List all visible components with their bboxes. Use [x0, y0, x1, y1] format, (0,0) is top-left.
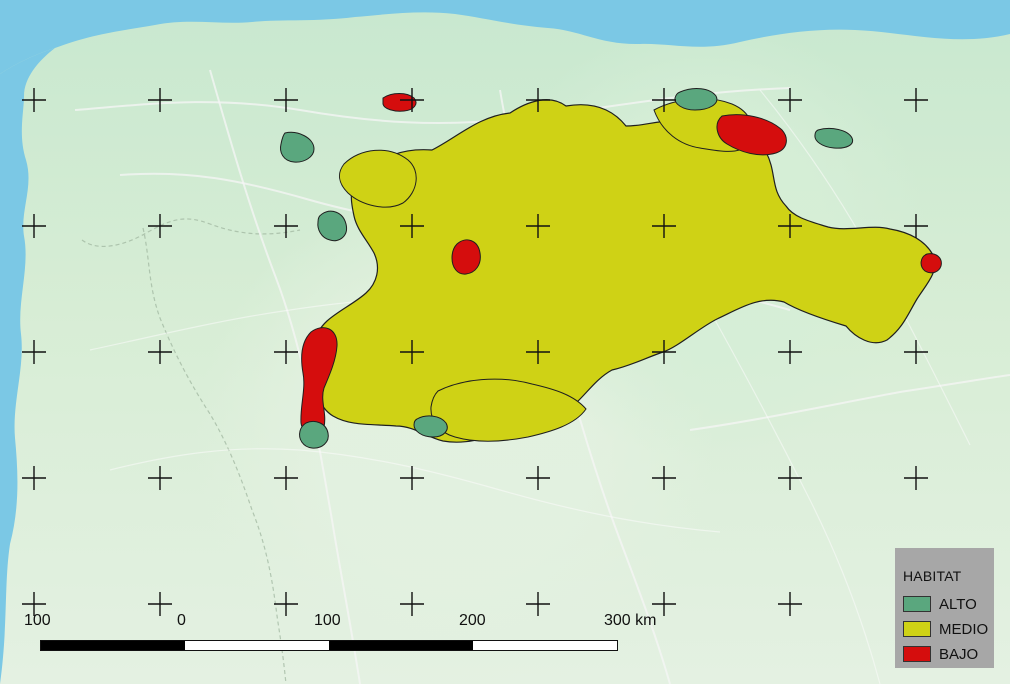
crosshair-icon — [22, 466, 46, 490]
crosshair-icon — [22, 592, 46, 616]
scale-label-300: 300 km — [604, 612, 657, 629]
scale-label-left: 100 — [24, 612, 51, 629]
habitat-bajo-northeast — [716, 114, 787, 156]
scale-segment-left — [41, 641, 185, 650]
crosshair-icon — [652, 466, 676, 490]
crosshair-icon — [904, 88, 928, 112]
crosshair-icon — [400, 592, 424, 616]
crosshair-icon — [148, 214, 172, 238]
habitat-alto-south — [413, 415, 448, 438]
habitat-bajo-central — [451, 239, 481, 275]
crosshair-icon — [526, 340, 550, 364]
crosshair-icon — [400, 214, 424, 238]
habitat-medio-northwest — [339, 149, 417, 208]
legend-item-bajo: BAJO — [903, 642, 994, 666]
habitat-alto-northwest — [280, 131, 315, 163]
crosshair-icon — [148, 340, 172, 364]
sea-west — [0, 48, 55, 684]
crosshair-icon — [148, 592, 172, 616]
habitat-alto-west — [317, 210, 348, 242]
crosshair-icon — [400, 340, 424, 364]
crosshair-icon — [904, 214, 928, 238]
legend-label-alto: ALTO — [939, 595, 977, 613]
habitat-bajo-east-tip — [920, 253, 942, 274]
habitat-alto-north — [674, 88, 718, 111]
crosshair-icon — [778, 592, 802, 616]
crosshair-icon — [22, 340, 46, 364]
crosshair-icon — [778, 466, 802, 490]
crosshair-icon — [526, 88, 550, 112]
habitat-medio-south-lobe — [430, 378, 587, 442]
habitat-alto-southwest — [299, 420, 329, 449]
crosshair-icon — [778, 214, 802, 238]
crosshair-icon — [274, 214, 298, 238]
crosshair-icon — [526, 592, 550, 616]
habitat-alto-northeast — [814, 127, 854, 149]
legend-item-medio: MEDIO — [903, 617, 994, 641]
scale-segment-middle — [329, 641, 473, 650]
legend-swatch-alto — [903, 596, 931, 612]
legend-swatch-medio — [903, 621, 931, 637]
scale-label-zero: 0 — [177, 612, 186, 629]
crosshair-icon — [778, 340, 802, 364]
crosshair-icon — [400, 88, 424, 112]
legend-label-medio: MEDIO — [939, 620, 989, 638]
crosshair-icon — [22, 88, 46, 112]
crosshair-icon — [274, 592, 298, 616]
scale-bar — [40, 640, 618, 651]
crosshair-icon — [274, 340, 298, 364]
crosshair-icon — [652, 592, 676, 616]
crosshair-icon — [652, 214, 676, 238]
habitat-bajo-north-spot — [382, 93, 417, 112]
crosshair-icon — [274, 466, 298, 490]
crosshair-icon — [526, 466, 550, 490]
crosshair-icon — [274, 88, 298, 112]
crosshair-icon — [652, 340, 676, 364]
legend-label-bajo: BAJO — [939, 645, 979, 663]
crosshair-icon — [904, 340, 928, 364]
crosshair-icon — [148, 88, 172, 112]
crosshair-icon — [778, 88, 802, 112]
crosshair-icon — [148, 466, 172, 490]
scale-label-200: 200 — [459, 612, 486, 629]
legend-title: HABITAT — [903, 568, 962, 584]
crosshair-icon — [400, 466, 424, 490]
legend-swatch-bajo — [903, 646, 931, 662]
sea-north — [0, 0, 1010, 74]
crosshair-icon — [652, 88, 676, 112]
crosshair-icon — [904, 466, 928, 490]
scale-label-100: 100 — [314, 612, 341, 629]
legend: HABITAT ALTO MEDIO BAJO — [895, 548, 994, 668]
crosshair-icon — [22, 214, 46, 238]
legend-item-alto: ALTO — [903, 592, 994, 616]
crosshair-icon — [526, 214, 550, 238]
